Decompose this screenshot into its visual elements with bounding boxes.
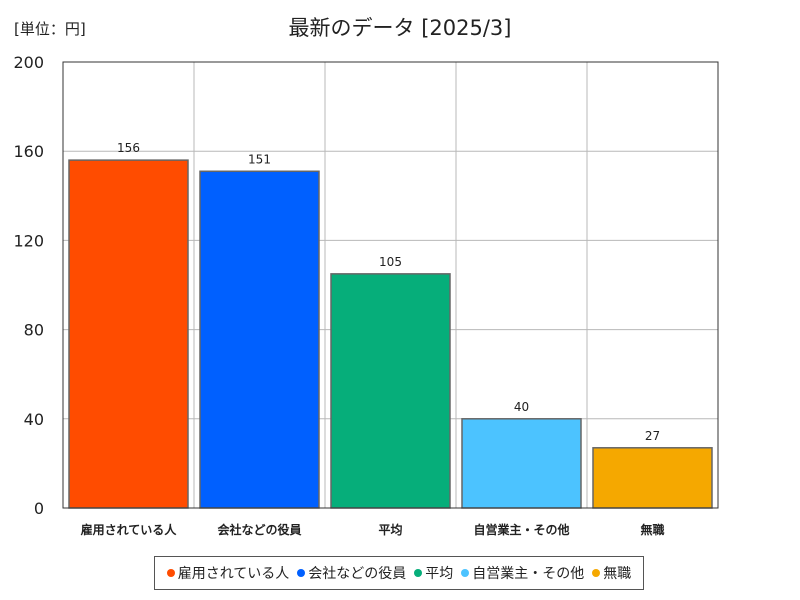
x-tick-label: 平均 [378,522,402,537]
y-tick-label: 0 [34,499,44,518]
y-tick-label: 40 [24,410,44,429]
legend-item: 雇用されている人 [166,563,290,583]
bar [592,447,713,509]
value-label: 156 [117,141,140,155]
value-label: 105 [379,255,402,269]
chart-title: 最新のデータ [2025/3] [288,16,512,40]
legend-marker [166,569,175,577]
y-tick-label: 80 [24,321,44,340]
value-label: 151 [248,152,271,166]
legend-label: 無職 [603,566,632,582]
legend-marker [461,569,470,577]
y-tick-label: 160 [13,142,44,161]
x-tick-label: 会社などの役員 [217,522,301,537]
x-tick-label: 雇用されている人 [81,522,178,537]
unit-label: [単位：円] [14,20,86,38]
plot-area-border [62,61,719,509]
legend-label: 自営業主・その他 [472,566,585,582]
legend-label: 雇用されている人 [177,566,290,582]
legend-marker [297,569,306,577]
legend-item: 自営業主・その他 [461,563,584,583]
chart-legend: 雇用されている人 会社などの役員 平均 自営業主・その他 無職 [154,556,644,590]
bar [199,170,320,509]
x-tick-label: 無職 [640,522,664,537]
bar [330,273,451,509]
legend-label: 平均 [425,566,454,582]
legend-item: 平均 [414,563,453,583]
value-label: 27 [645,429,660,443]
bar [68,159,189,509]
y-tick-label: 120 [13,231,44,250]
legend-label: 会社などの役員 [308,566,407,582]
legend-item: 会社などの役員 [297,563,406,583]
value-label: 40 [514,400,529,414]
bar [461,418,582,509]
legend-marker [414,569,423,577]
x-tick-label: 自営業主・その他 [473,522,569,537]
legend-marker [592,569,601,577]
legend-item: 無職 [592,563,631,583]
y-tick-label: 200 [13,53,44,72]
